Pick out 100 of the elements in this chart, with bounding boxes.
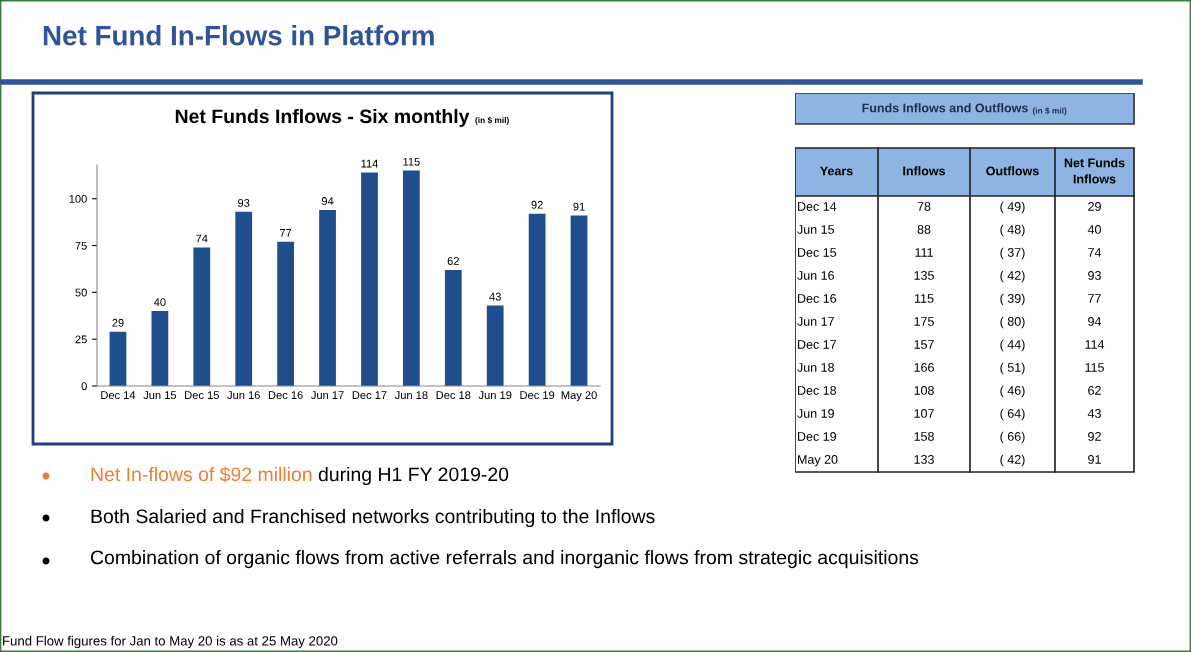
data-label: ( 46)	[1000, 385, 1025, 398]
data-label: 74	[196, 234, 208, 243]
data-label: ( 49)	[1000, 201, 1025, 214]
data-label: ( 39)	[1000, 293, 1025, 306]
data-label: 78	[917, 202, 931, 211]
text: Years	[820, 166, 853, 176]
category-label: Dec 17	[798, 340, 836, 349]
data-label: 133	[914, 455, 934, 464]
text: Combination of organic flows from active referrals and inorganic flows from strategic acquisitions	[90, 550, 919, 569]
data-label: 175	[914, 317, 934, 326]
x-tick-label: May 20	[561, 391, 597, 402]
bar	[486, 305, 504, 386]
data-label: 111	[915, 248, 933, 257]
y-tick-label: 0	[81, 382, 87, 391]
category-label: Jun 15	[797, 225, 835, 234]
text: Net In-flows of $92 million	[91, 466, 312, 483]
data-label: ( 66)	[1000, 431, 1025, 444]
category-label: Dec 15	[798, 248, 837, 257]
data-label: 93	[1088, 271, 1101, 280]
category-label: Jun 18	[797, 363, 834, 372]
bar	[319, 209, 336, 386]
data-label: ( 51)	[1000, 362, 1025, 375]
chart-subtitle: (in $ mil)	[475, 116, 509, 125]
x-tick-label: Dec 15	[185, 391, 219, 400]
x-tick-label: Jun 16	[227, 391, 260, 400]
category-label: Jun 16	[797, 271, 834, 280]
bar	[193, 247, 211, 386]
data-label: 94	[1088, 317, 1102, 326]
bar	[528, 213, 546, 386]
chart-title: Net Funds Inflows - Six monthly	[175, 108, 470, 128]
category-label: Dec 14	[798, 202, 837, 211]
category-label: Jun 17	[797, 317, 834, 326]
data-label: 93	[238, 198, 250, 207]
category-label: Jun 19	[797, 409, 834, 418]
data-label: ( 42)	[1000, 270, 1025, 283]
category-label: Dec 16	[798, 294, 837, 303]
data-label: 92	[1088, 432, 1101, 441]
text: Both Salaried and Franchised networks contributing to the Inflows	[91, 508, 655, 528]
y-tick-label: 25	[75, 335, 87, 344]
data-label: 166	[914, 363, 934, 372]
data-label: 108	[914, 386, 934, 395]
data-label: 40	[1087, 225, 1101, 234]
data-label: 74	[1088, 248, 1102, 257]
text: Net Funds Inflows	[1064, 158, 1125, 184]
bar	[151, 311, 169, 386]
bar	[361, 172, 378, 386]
y-tick-label: 100	[69, 194, 87, 203]
data-label: 77	[1088, 294, 1101, 303]
text: Outflows	[986, 166, 1039, 176]
data-label: ( 37)	[1000, 247, 1025, 260]
y-tick-label: 50	[75, 288, 87, 297]
y-tick-label: 75	[75, 241, 87, 250]
data-label: 157	[914, 340, 934, 349]
data-label: 29	[112, 318, 124, 327]
bar	[570, 215, 588, 386]
data-label: 107	[914, 409, 934, 418]
x-tick-label: Dec 14	[101, 391, 136, 400]
text: Fund Flow figures for Jan to May 20 is as at 25 May 2020	[3, 635, 338, 649]
text: Funds Inflows and Outflows	[862, 103, 1028, 113]
data-label: 77	[280, 229, 292, 237]
data-label: 92	[531, 200, 543, 209]
bar	[235, 211, 253, 386]
category-label: Dec 19	[798, 432, 837, 441]
data-label: 88	[917, 225, 931, 234]
text: during H1 FY 2019-20	[318, 466, 509, 486]
x-tick-label: Dec 17	[352, 391, 387, 400]
data-label: 114	[361, 159, 378, 168]
x-tick-label: Jun 19	[478, 391, 512, 400]
bar	[109, 331, 127, 386]
data-label: 43	[1087, 409, 1101, 418]
bar	[402, 170, 420, 386]
data-label: 62	[1088, 386, 1101, 395]
data-label: ( 80)	[1000, 316, 1025, 329]
text: Net Fund In-Flows in Platform	[43, 25, 434, 46]
x-tick-label: Jun 18	[394, 391, 428, 400]
category-label: May 20	[798, 455, 838, 467]
data-label: 62	[447, 257, 459, 265]
data-label: 43	[489, 292, 501, 301]
data-label: 40	[153, 298, 166, 307]
data-label: ( 64)	[1000, 408, 1025, 421]
x-tick-label: Jun 15	[143, 391, 177, 400]
bar	[277, 241, 295, 386]
data-label: 115	[914, 294, 934, 303]
data-label: 114	[1085, 340, 1105, 349]
data-label: ( 48)	[1000, 224, 1025, 237]
text: (in $ mil)	[1032, 107, 1067, 116]
bar	[444, 269, 462, 386]
data-label: ( 42)	[1000, 454, 1025, 467]
data-label: 94	[321, 197, 334, 205]
x-tick-label: Dec 19	[520, 391, 555, 400]
x-tick-label: Dec 16	[268, 391, 303, 400]
data-label: 115	[1085, 363, 1104, 372]
data-label: 91	[1088, 455, 1101, 464]
data-label: 158	[914, 432, 934, 441]
data-label: 115	[403, 157, 420, 166]
data-label: ( 44)	[1000, 339, 1025, 352]
data-label: 135	[914, 271, 934, 280]
data-label: 91	[573, 202, 585, 211]
x-tick-label: Dec 18	[436, 391, 471, 400]
x-tick-label: Jun 17	[311, 391, 344, 400]
